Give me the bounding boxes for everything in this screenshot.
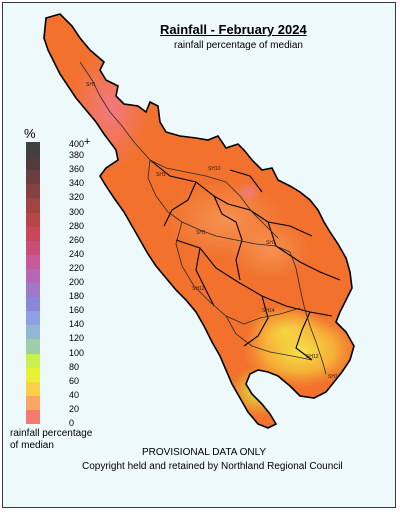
legend-tick-label: 40 bbox=[69, 389, 80, 400]
legend-swatch bbox=[26, 226, 40, 242]
legend-tick-label: 80 bbox=[69, 361, 80, 372]
legend-tick-label: 240 bbox=[69, 248, 85, 259]
legend-swatch bbox=[26, 268, 40, 284]
legend-swatch bbox=[26, 325, 40, 340]
legend-swatch bbox=[26, 395, 40, 411]
legend-swatch bbox=[26, 339, 40, 354]
legend-tick-label: 60 bbox=[69, 375, 80, 386]
legend-swatch bbox=[26, 198, 40, 213]
legend-max-suffix: + bbox=[84, 136, 91, 148]
svg-text:SH14: SH14 bbox=[262, 308, 275, 314]
legend-swatch bbox=[26, 170, 40, 185]
legend-tick-label: 260 bbox=[69, 234, 85, 245]
legend-tick-label: 160 bbox=[69, 305, 85, 316]
legend-unit: % bbox=[24, 126, 36, 141]
coastline bbox=[43, 13, 355, 429]
legend-swatch bbox=[26, 311, 40, 326]
legend-tick-label: 100 bbox=[69, 347, 85, 358]
state-highways: SH1 SH10 SH1 SH1 SH1 SH12 SH14 SH12 SH1 bbox=[79, 61, 338, 380]
legend-swatch bbox=[26, 212, 40, 228]
legend-tick-label: 180 bbox=[69, 291, 85, 302]
legend-label: rainfall percentage of median bbox=[10, 428, 100, 452]
legend-label-line1: rainfall percentage bbox=[10, 428, 93, 439]
legend-tick-label: 220 bbox=[69, 262, 85, 273]
legend-tick-label: 360 bbox=[69, 164, 85, 175]
legend-tick-label: 120 bbox=[69, 333, 85, 344]
legend-swatch bbox=[26, 142, 40, 157]
svg-text:SH1: SH1 bbox=[266, 240, 276, 246]
legend-swatch bbox=[26, 156, 40, 171]
map-subtitle: rainfall percentage of median bbox=[174, 40, 303, 51]
legend-tick-label: 300 bbox=[69, 206, 85, 217]
legend-tick-label: 0 bbox=[69, 418, 75, 428]
legend-swatch bbox=[26, 381, 40, 397]
map-title: Rainfall - February 2024 bbox=[160, 22, 307, 37]
legend-tick-label: 20 bbox=[69, 403, 80, 414]
legend-swatch bbox=[26, 240, 40, 256]
legend-colorbar: 400+ 380 360 340 320 300 280 260 240 220 200 180 160… bbox=[26, 136, 90, 428]
legend-tick-label: 380 bbox=[69, 150, 85, 161]
legend-label-line2: of median bbox=[10, 440, 54, 451]
legend-swatch bbox=[26, 409, 40, 425]
legend-tick-label: 340 bbox=[69, 178, 85, 189]
legend-tick-label: 400+ bbox=[69, 136, 91, 149]
legend-swatch bbox=[26, 353, 40, 369]
legend-tick-label: 280 bbox=[69, 220, 85, 231]
legend-tick-label: 320 bbox=[69, 192, 85, 203]
legend-swatch bbox=[26, 184, 40, 199]
svg-text:SH1: SH1 bbox=[156, 172, 166, 178]
svg-text:SH1: SH1 bbox=[86, 82, 96, 88]
legend-swatch bbox=[26, 254, 40, 270]
svg-text:SH1: SH1 bbox=[328, 374, 338, 380]
svg-text:SH12: SH12 bbox=[306, 354, 319, 360]
svg-text:SH12: SH12 bbox=[192, 286, 205, 292]
legend-tick-label: 140 bbox=[69, 319, 85, 330]
legend-swatch bbox=[26, 283, 40, 298]
copyright-notice: Copyright held and retained by Northland… bbox=[82, 461, 343, 472]
legend-swatch bbox=[26, 297, 40, 312]
catchment-boundaries bbox=[149, 159, 341, 361]
legend-tick-label: 200 bbox=[69, 277, 85, 287]
provisional-notice: PROVISIONAL DATA ONLY bbox=[142, 447, 267, 458]
svg-text:SH10: SH10 bbox=[208, 166, 221, 172]
legend-swatch bbox=[26, 367, 40, 383]
svg-text:SH1: SH1 bbox=[196, 230, 206, 236]
